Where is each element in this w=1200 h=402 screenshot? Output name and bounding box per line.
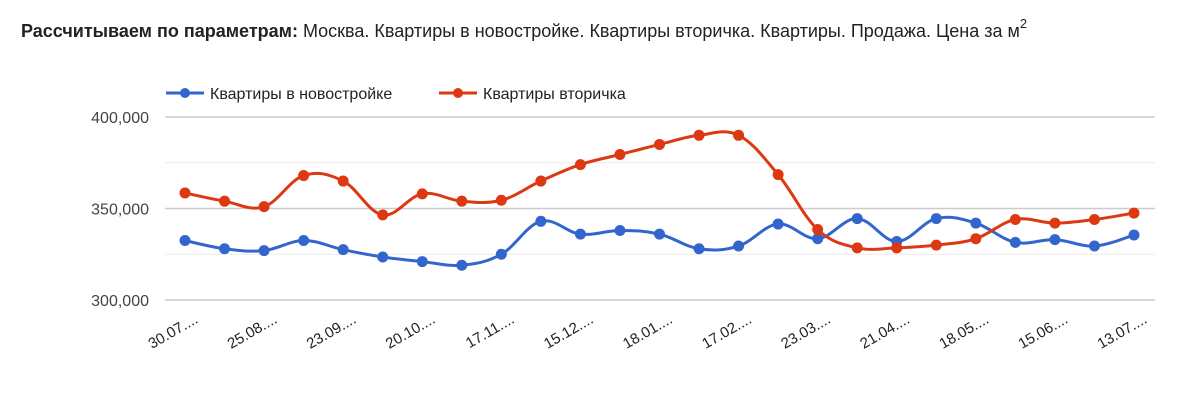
data-point[interactable] [930, 239, 942, 251]
data-point[interactable] [1128, 207, 1140, 219]
legend-item-secondary[interactable]: Квартиры вторичка [439, 86, 626, 103]
series-group [179, 129, 1140, 271]
x-tick-label: 18.05.... [936, 311, 991, 353]
data-point[interactable] [970, 217, 982, 229]
legend: Квартиры в новостройке Квартиры вторичка [166, 86, 626, 103]
data-point[interactable] [1049, 234, 1061, 246]
data-point[interactable] [851, 242, 863, 254]
data-point[interactable] [574, 159, 586, 171]
data-point[interactable] [377, 251, 389, 263]
x-tick-label: 15.12.... [541, 311, 596, 353]
superscript: 2 [1019, 16, 1028, 31]
data-point[interactable] [812, 233, 824, 245]
data-point[interactable] [812, 224, 824, 236]
data-point[interactable] [654, 138, 665, 150]
y-tick-label: 300,000 [91, 293, 149, 310]
y-tick-label: 400,000 [91, 110, 149, 127]
data-point[interactable] [1009, 213, 1021, 225]
data-point[interactable] [495, 194, 507, 206]
parameters-label: Рассчитываем по параметрам: [21, 21, 298, 41]
x-tick-label: 25.08.... [225, 311, 280, 353]
data-point[interactable] [1088, 240, 1100, 252]
x-axis-ticks: 30.07.... 25.08.... 23.09.... 20.10.... 17.1… [146, 311, 1150, 353]
data-point[interactable] [733, 240, 745, 252]
x-tick-label: 30.07.... [146, 311, 201, 353]
parameters-text: Москва. Квартиры в новостройке. Квартиры… [302, 21, 1020, 41]
x-tick-label: 17.11.... [463, 311, 517, 352]
data-point[interactable] [258, 201, 270, 213]
data-point[interactable] [693, 129, 705, 141]
data-point[interactable] [258, 245, 270, 257]
data-point[interactable] [179, 187, 191, 199]
data-point[interactable] [1088, 213, 1100, 225]
parameters-caption: Рассчитываем по параметрам: Москва. Квар… [21, 16, 1028, 42]
x-tick-label: 17.02.... [699, 311, 754, 353]
data-point[interactable] [535, 175, 547, 187]
legend-item-new[interactable]: Квартиры в новостройке [166, 86, 392, 103]
data-point[interactable] [1128, 229, 1140, 241]
data-point[interactable] [654, 228, 665, 240]
gridlines [165, 116, 1155, 301]
legend-label-new: Квартиры в новостройке [210, 86, 392, 103]
data-point[interactable] [930, 213, 942, 225]
x-tick-label: 23.03.... [778, 311, 833, 353]
series-new-buildings [179, 213, 1140, 271]
x-tick-label: 21.04.... [857, 311, 912, 353]
legend-marker-new-icon [180, 88, 190, 98]
x-tick-label: 15.06.... [1015, 311, 1070, 353]
y-axis-ticks: 400,000 350,000 300,000 [91, 110, 149, 310]
data-point[interactable] [772, 169, 784, 181]
x-tick-label: 18.01.... [620, 311, 675, 353]
data-point[interactable] [1049, 217, 1061, 229]
data-point[interactable] [219, 195, 231, 207]
data-point[interactable] [535, 215, 547, 227]
data-point[interactable] [456, 195, 468, 207]
data-point[interactable] [456, 259, 468, 271]
data-point[interactable] [614, 224, 626, 236]
data-point[interactable] [495, 248, 507, 260]
data-point[interactable] [733, 129, 745, 141]
series-line [184, 215, 1135, 268]
data-point[interactable] [179, 235, 191, 247]
data-point[interactable] [416, 188, 428, 200]
series-secondary [179, 129, 1140, 254]
data-point[interactable] [851, 213, 863, 225]
legend-label-secondary: Квартиры вторичка [483, 86, 626, 103]
x-tick-label: 23.09.... [304, 311, 359, 353]
data-point[interactable] [337, 244, 349, 256]
y-tick-label: 350,000 [91, 202, 149, 219]
data-point[interactable] [377, 209, 389, 221]
data-point[interactable] [298, 235, 310, 247]
legend-marker-secondary-icon [453, 88, 463, 98]
data-point[interactable] [1009, 236, 1021, 248]
x-tick-label: 13.07.... [1095, 311, 1150, 353]
data-point[interactable] [574, 228, 586, 240]
data-point[interactable] [416, 256, 428, 268]
data-point[interactable] [970, 233, 982, 245]
data-point[interactable] [693, 243, 705, 255]
data-point[interactable] [219, 243, 231, 255]
data-point[interactable] [614, 149, 626, 161]
data-point[interactable] [891, 242, 903, 254]
data-point[interactable] [298, 170, 310, 182]
x-tick-label: 20.10.... [383, 311, 438, 353]
data-point[interactable] [337, 175, 349, 187]
data-point[interactable] [772, 218, 784, 230]
